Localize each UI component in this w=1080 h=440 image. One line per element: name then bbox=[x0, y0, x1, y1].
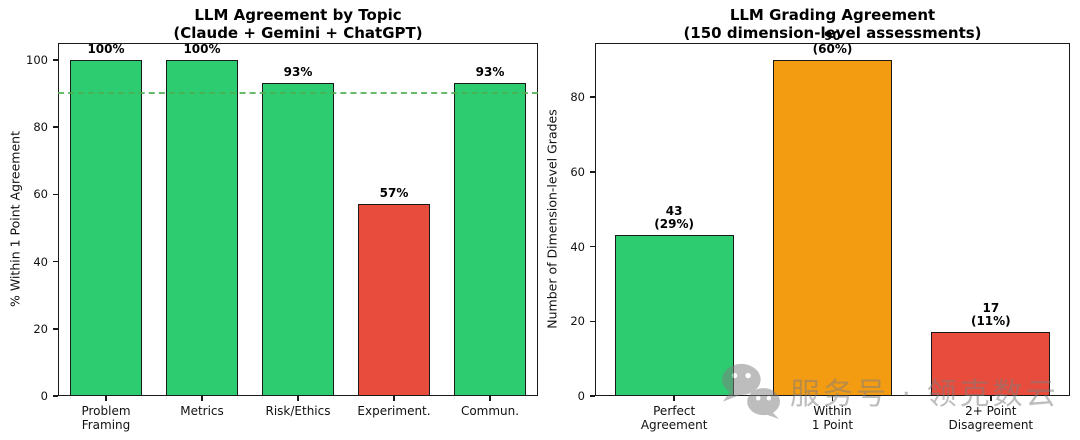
y-tick-label: 60 bbox=[570, 164, 585, 179]
y-tick-label: 80 bbox=[570, 90, 585, 105]
y-tick-label: 40 bbox=[33, 254, 48, 269]
y-tick-label: 40 bbox=[570, 239, 585, 254]
x-tick-label: Within 1 Point bbox=[811, 404, 854, 432]
y-axis-label: % Within 1 Point Agreement bbox=[7, 131, 23, 307]
bar-2-point-disagreement bbox=[931, 332, 1051, 396]
y-tick-mark bbox=[53, 59, 58, 61]
y-tick-label: 100 bbox=[26, 52, 48, 67]
x-tick-mark bbox=[489, 396, 491, 401]
x-tick-mark bbox=[393, 396, 395, 401]
y-tick-mark bbox=[590, 96, 595, 98]
y-axis-label: Number of Dimension-level Grades bbox=[544, 109, 560, 329]
x-tick-mark bbox=[105, 396, 107, 401]
y-tick-mark bbox=[53, 126, 58, 128]
x-tick-mark bbox=[201, 396, 203, 401]
bar-risk-ethics bbox=[262, 83, 334, 396]
bar-experiment bbox=[358, 204, 430, 396]
chart-title-line1: LLM Grading Agreement bbox=[729, 6, 936, 24]
chart-title: LLM Grading Agreement (150 dimension-lev… bbox=[595, 6, 1070, 42]
bar-metrics bbox=[166, 59, 238, 396]
x-tick-label: Risk/Ethics bbox=[265, 404, 331, 418]
y-tick-label: 20 bbox=[570, 314, 585, 329]
chart-title: LLM Agreement by Topic (Claude + Gemini … bbox=[58, 6, 538, 42]
y-tick-mark bbox=[53, 260, 58, 263]
x-tick-mark bbox=[990, 396, 992, 401]
x-tick-label: Perfect Agreement bbox=[640, 404, 708, 432]
y-tick-mark bbox=[53, 193, 58, 196]
bar-value-label: 100% bbox=[183, 41, 221, 56]
chart-title-line2: (Claude + Gemini + ChatGPT) bbox=[173, 24, 423, 42]
y-tick-mark bbox=[590, 320, 595, 323]
y-tick-label: 60 bbox=[33, 187, 48, 202]
bar-problem-framing bbox=[70, 59, 142, 396]
bar-value-label: 90 (60%) bbox=[812, 28, 853, 56]
y-tick-mark bbox=[53, 328, 58, 330]
bar-within-1-point bbox=[773, 59, 892, 396]
reference-line-90 bbox=[58, 92, 538, 95]
bar-value-label: 43 (29%) bbox=[654, 204, 694, 232]
y-tick-mark bbox=[590, 171, 595, 173]
chart-title-line2: (150 dimension-level assessments) bbox=[683, 24, 982, 42]
bar-value-label: 100% bbox=[87, 41, 125, 56]
y-tick-mark bbox=[590, 245, 595, 248]
y-tick-label: 80 bbox=[33, 120, 48, 135]
y-tick-mark bbox=[53, 395, 58, 397]
x-tick-mark bbox=[831, 396, 834, 401]
x-tick-label: Commun. bbox=[460, 404, 520, 418]
bar-value-label: 17 (11%) bbox=[970, 301, 1011, 329]
y-tick-label: 20 bbox=[33, 321, 48, 336]
bar-value-label: 93% bbox=[475, 65, 505, 80]
chart-title-line1: LLM Agreement by Topic bbox=[194, 6, 402, 24]
y-tick-mark bbox=[590, 395, 595, 397]
x-tick-label: Problem Framing bbox=[81, 404, 131, 432]
x-tick-label: Metrics bbox=[180, 404, 224, 418]
x-tick-label: Experiment. bbox=[357, 404, 431, 418]
bar-value-label: 57% bbox=[379, 186, 409, 201]
x-tick-label: 2+ Point Disagreement bbox=[948, 404, 1034, 432]
x-tick-mark bbox=[673, 396, 675, 401]
y-tick-label: 0 bbox=[40, 389, 48, 403]
bar-perfect-agreement bbox=[614, 235, 734, 396]
bar-value-label: 93% bbox=[283, 65, 313, 80]
bar-commun bbox=[454, 83, 526, 396]
y-tick-label: 0 bbox=[577, 389, 585, 403]
x-tick-mark bbox=[297, 396, 299, 401]
